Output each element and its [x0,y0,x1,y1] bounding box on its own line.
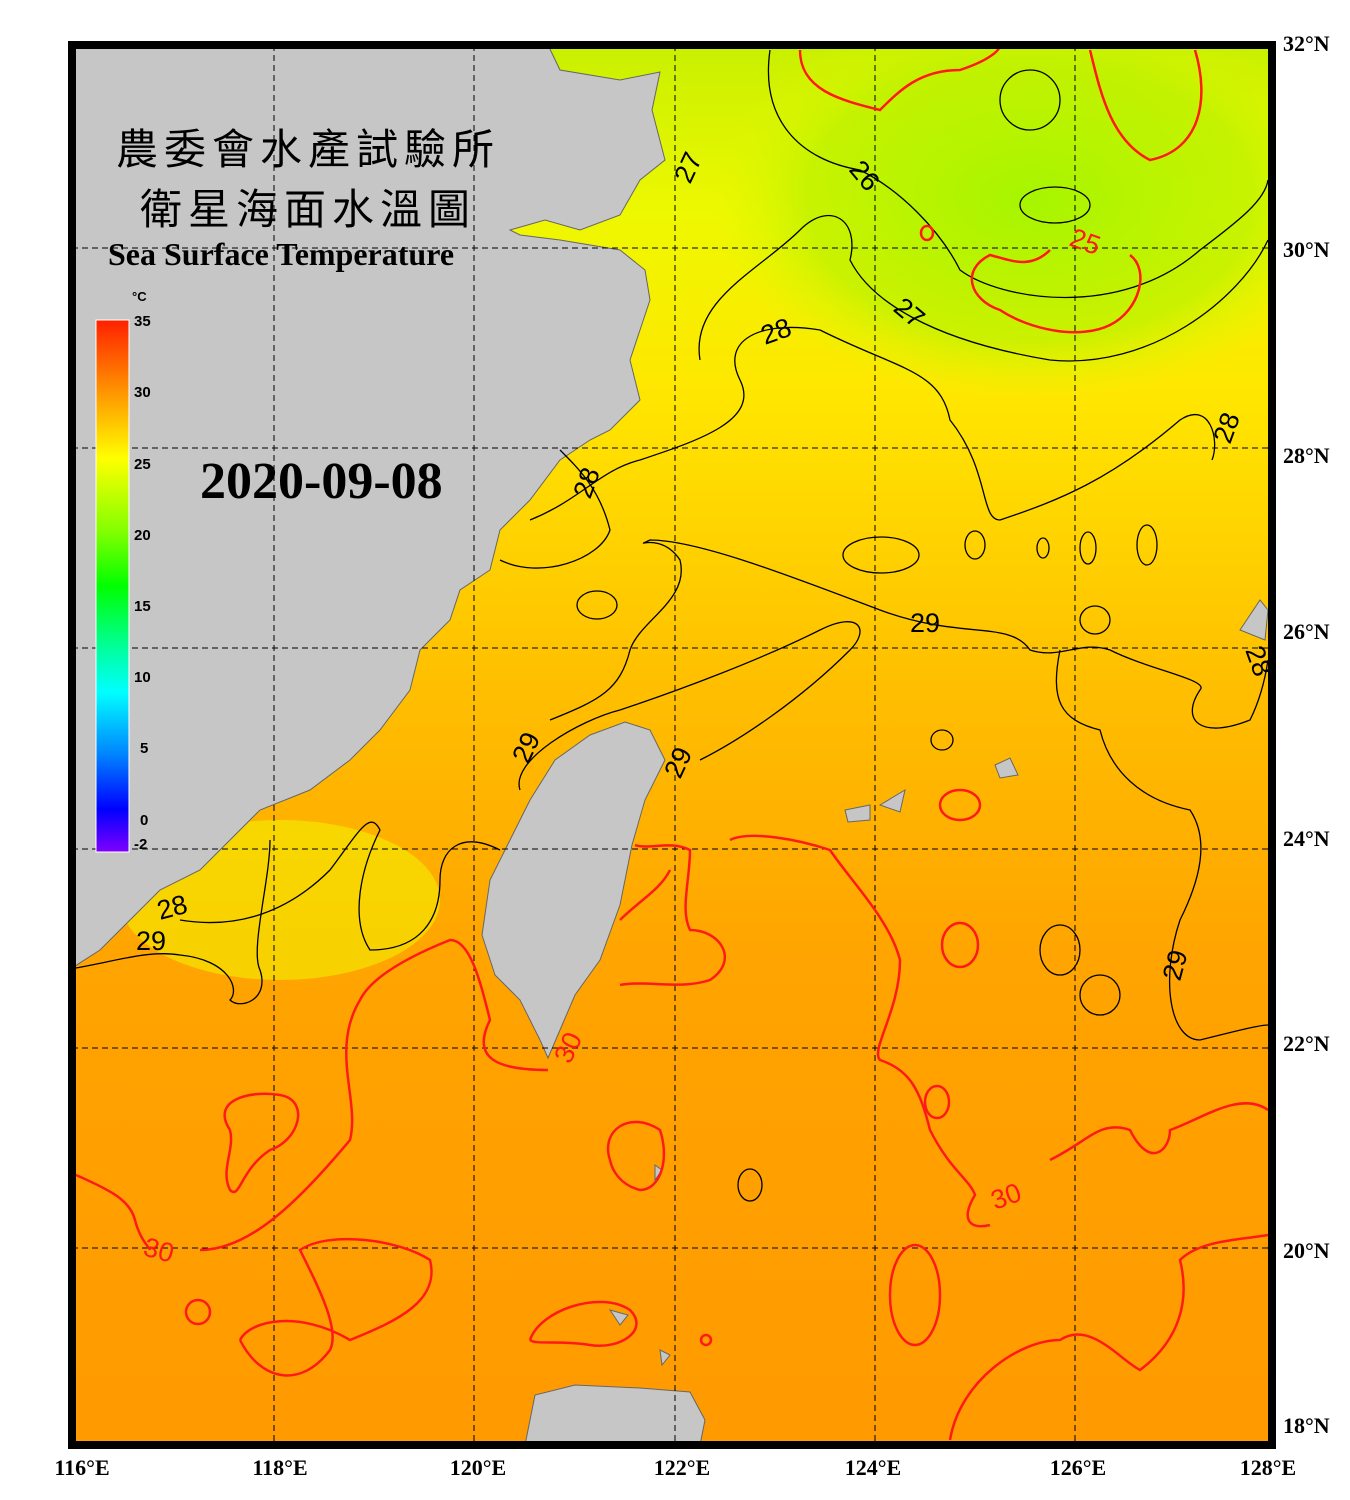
title-english: Sea Surface Temperature [108,236,455,272]
lat-label: 18°N [1283,1413,1330,1438]
lat-label: 28°N [1283,443,1330,468]
colorbar-tick: 25 [134,456,151,473]
lon-label: 122°E [653,1455,711,1480]
land-luzon [524,1384,706,1445]
lat-label: 20°N [1283,1238,1330,1263]
lat-label: 24°N [1283,826,1330,851]
contour-label: 29 [136,926,166,956]
colorbar-tick: 5 [140,740,149,757]
colorbar [95,319,130,853]
contours-red [75,45,1269,1441]
colorbar-tick: 35 [134,313,151,330]
land-taiwan [481,721,666,1060]
cold-water-region [710,45,1272,400]
colorbar-tick: 10 [134,669,151,686]
colorbar-unit: °C [132,289,147,304]
title-chinese-line2: 衛星海面水溫圖 [140,185,477,234]
colorbar-tick: 0 [140,812,149,829]
map-date: 2020-09-08 [200,453,443,510]
title-chinese-line1: 農委會水產試驗所 [116,125,501,174]
lon-label: 128°E [1239,1455,1297,1480]
lat-label: 32°N [1283,31,1330,56]
lon-label: 120°E [449,1455,507,1480]
lon-label: 124°E [844,1455,902,1480]
lon-label: 126°E [1049,1455,1107,1480]
contour-label: 29 [910,608,940,638]
colorbar-tick: -2 [134,836,148,853]
land-china [72,45,666,969]
contours-black [75,49,1269,1202]
lon-label: 118°E [252,1455,308,1480]
lon-label: 116°E [54,1455,110,1480]
lat-label: 22°N [1283,1031,1330,1056]
islands [608,599,1269,1367]
colorbar-tick: 30 [134,384,151,401]
colorbar-tick: 20 [134,527,151,544]
map-frame [68,41,1276,1449]
colorbar-tick: 15 [134,598,151,615]
lat-label: 26°N [1283,619,1330,644]
lat-label: 30°N [1283,237,1330,262]
graticule [72,45,1272,1445]
